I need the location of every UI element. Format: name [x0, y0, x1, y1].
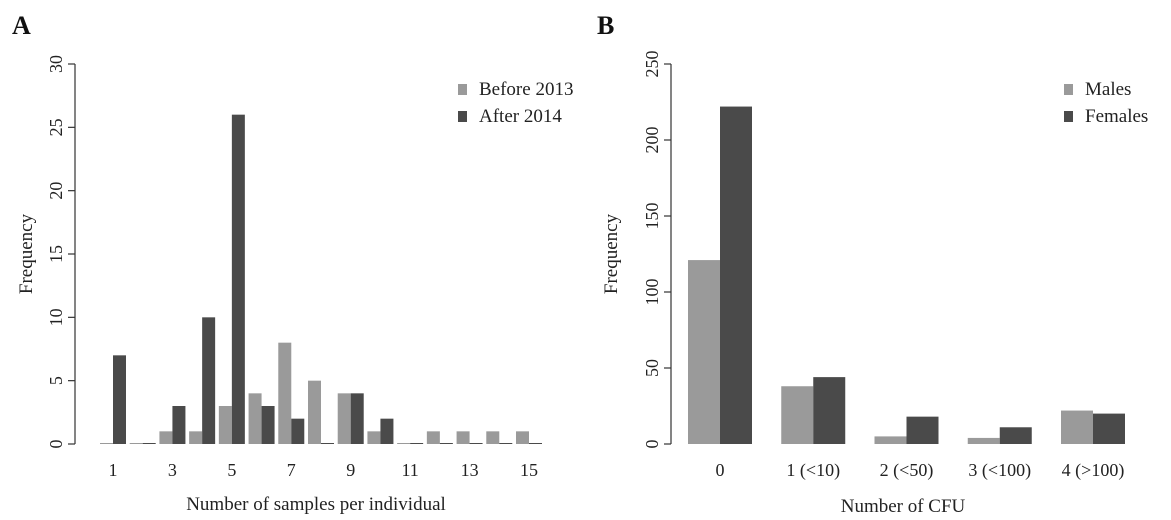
panel-a-bar-s2	[142, 443, 156, 444]
panel-a-bar-s2	[350, 393, 364, 444]
panel-a-y-title: Frequency	[16, 213, 37, 294]
panel-b-y-tick-label: 250	[642, 51, 662, 78]
panel-b-y-tick-label: 100	[642, 279, 662, 306]
panel-b-y-tick-label: 50	[642, 359, 662, 377]
panel-a-bar-s2	[410, 443, 424, 444]
panel-a-x-tick-label: 13	[461, 460, 479, 480]
panel-a-bar-s2	[202, 317, 216, 444]
panel-a-bar-s1	[248, 393, 262, 444]
panel-a-x-tick-label: 15	[520, 460, 538, 480]
panel-a-bar-s2	[529, 443, 542, 444]
panel-a-bar-s2	[172, 406, 186, 444]
panel-a-bar-s1	[516, 431, 529, 444]
panel-b-x-tick-label: 3 (<100)	[968, 460, 1031, 481]
panel-b-bar-s1	[967, 437, 1000, 444]
panel-a-x-tick-label: 9	[346, 460, 355, 480]
panel-b-y-tick-label: 150	[642, 203, 662, 230]
panel-a-bar-s2	[291, 418, 305, 444]
panel-b-x-tick-label: 4 (>100)	[1062, 460, 1125, 481]
panel-b-bar-s1	[781, 386, 814, 444]
panel-b-bar-s2	[906, 416, 939, 444]
panel-a-legend-swatch	[458, 111, 467, 122]
panel-a-y-tick-label: 30	[46, 55, 66, 73]
panel-a-y-tick-label: 10	[46, 308, 66, 326]
panel-b-y-title: Frequency	[601, 213, 622, 294]
panel-a-bar-s2	[321, 443, 334, 444]
panel-a-y-tick-label: 0	[46, 440, 66, 449]
panel-a-y-tick-label: 25	[46, 118, 66, 136]
panel-a-legend-label: After 2014	[479, 106, 562, 127]
panel-b-x-tick-label: 2 (<50)	[880, 460, 934, 481]
panel-a-bar-s1	[308, 380, 321, 444]
panel-b: B Number of CFU Frequency 0 50 100 150 200 25…	[597, 11, 1148, 517]
panel-a-x-tick-label: 3	[168, 460, 177, 480]
panel-a-bar-s1	[278, 342, 292, 444]
panel-b-bar-s2	[1093, 413, 1125, 444]
panel-a-bar-s2	[113, 355, 126, 444]
panel-b-bar-s2	[720, 106, 752, 444]
panel-a-bar-s1	[218, 406, 232, 444]
panel-b-plot-area: 0 50 100 150 200 250 0 1 (<10) 2 (<50) 3 (<100) 4 …	[642, 51, 1148, 482]
panel-b-legend-swatch	[1064, 111, 1073, 122]
panel-b-letter: B	[597, 11, 614, 40]
panel-b-legend-label: Females	[1085, 106, 1148, 127]
panel-a-bar-s2	[231, 114, 245, 445]
panel-b-x-title: Number of CFU	[841, 496, 966, 517]
panel-a-legend-label: Before 2013	[479, 79, 573, 100]
panel-a-bar-s1	[337, 393, 351, 444]
panel-a-bar-s1	[129, 443, 143, 444]
panel-a-legend-swatch	[458, 84, 467, 95]
panel-a-bar-s1	[100, 443, 113, 444]
panel-a-bar-s1	[189, 431, 203, 444]
panel-a-x-title: Number of samples per individual	[186, 494, 446, 515]
panel-b-y-tick-label: 200	[642, 127, 662, 154]
panel-b-legend-swatch	[1064, 84, 1073, 95]
panel-a-letter: A	[12, 11, 31, 40]
panel-a-bar-s1	[397, 443, 411, 444]
panel-a-bar-s1	[456, 431, 470, 444]
panel-a-bar-s1	[426, 431, 440, 444]
panel-a-bar-s1	[367, 431, 381, 444]
panel-b-bar-s1	[1061, 410, 1093, 444]
panel-a-bar-s1	[486, 431, 500, 444]
panel-a-x-tick-label: 7	[287, 460, 296, 480]
panel-a-bar-s2	[380, 418, 394, 444]
panel-a-x-tick-label: 1	[109, 460, 118, 480]
panel-a-y-tick-label: 15	[46, 245, 66, 263]
panel-b-legend-label: Males	[1085, 79, 1131, 100]
panel-b-x-tick-label: 1 (<10)	[786, 460, 840, 481]
panel-a-y-tick-label: 20	[46, 182, 66, 200]
panel-a-x-tick-label: 11	[401, 460, 418, 480]
panel-a-y-tick-label: 5	[46, 376, 66, 385]
panel-b-bar-s2	[813, 377, 846, 444]
panel-b-y-tick-label: 0	[642, 440, 662, 449]
panel-b-bar-s1	[688, 260, 720, 444]
panel-a-bar-s2	[499, 443, 513, 444]
panel-b-x-tick-label: 0	[716, 460, 725, 480]
panel-a-x-tick-label: 5	[227, 460, 236, 480]
panel-a-bar-s2	[261, 406, 275, 444]
panel-a-bar-s2	[469, 443, 483, 444]
panel-a-bar-s2	[439, 443, 453, 444]
panel-a: A Number of samples per individual Frequ…	[12, 11, 573, 515]
panel-b-bar-s1	[874, 436, 907, 444]
panel-b-bar-s2	[999, 427, 1032, 444]
panel-a-bar-s1	[159, 431, 173, 444]
